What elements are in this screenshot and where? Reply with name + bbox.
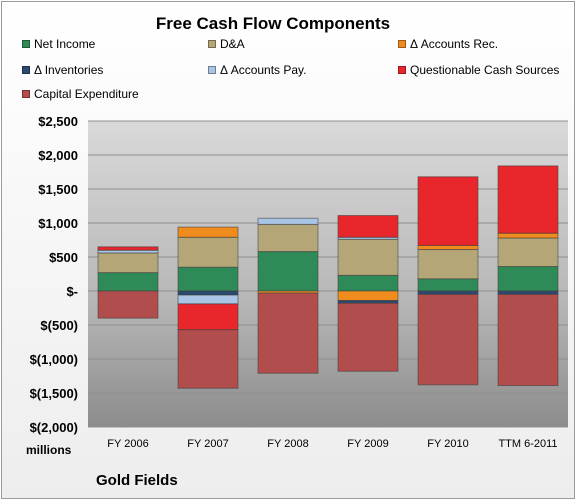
legend-item: Net Income	[22, 37, 95, 51]
bar-segment	[97, 290, 159, 319]
bar-segment	[497, 165, 559, 234]
y-tick-label: $(1,500)	[30, 386, 78, 401]
y-tick-label: $2,500	[38, 114, 78, 129]
legend-item: Capital Expenditure	[22, 87, 139, 101]
legend-swatch	[398, 66, 406, 74]
bar-segment	[417, 176, 479, 246]
x-tick-label: FY 2009	[347, 438, 388, 450]
legend-label: Δ Accounts Rec.	[410, 37, 499, 51]
bar-segment	[497, 232, 559, 239]
legend-swatch	[22, 40, 30, 48]
y-tick-label: $(500)	[40, 318, 78, 333]
legend-label: Δ Accounts Pay.	[220, 63, 307, 77]
legend-label: Δ Inventories	[34, 63, 104, 77]
bar-segment	[177, 226, 239, 238]
bar-segment	[177, 329, 239, 389]
bar-segment	[177, 303, 239, 331]
legend-swatch	[208, 66, 216, 74]
legend-label: Questionable Cash Sources	[410, 63, 560, 77]
legend-swatch	[208, 40, 216, 48]
bar-segment	[257, 251, 319, 292]
bar-segment	[497, 293, 559, 387]
bar-segment	[337, 238, 399, 276]
legend-item: Questionable Cash Sources	[398, 63, 559, 77]
x-tick-label: FY 2010	[427, 438, 468, 450]
y-tick-label: $(2,000)	[30, 420, 78, 435]
bar-segment	[337, 274, 399, 292]
bar-segment	[257, 217, 319, 225]
bar-segment	[257, 223, 319, 253]
bar-segment	[337, 215, 399, 238]
bar-segment	[497, 290, 559, 295]
bar-segment	[417, 290, 479, 295]
y-tick-label: $(1,000)	[30, 352, 78, 367]
bar-segment	[337, 290, 399, 302]
bar-segment	[177, 294, 239, 305]
x-tick-label: FY 2007	[187, 438, 228, 450]
bar-segment	[417, 244, 479, 251]
legend-label: D&A	[220, 37, 245, 51]
x-tick-label: FY 2006	[107, 438, 148, 450]
legend-item: Δ Inventories	[22, 63, 103, 77]
bar-segment	[497, 266, 559, 292]
y-tick-label: $500	[49, 250, 78, 265]
company-name: Gold Fields	[96, 472, 178, 489]
legend-swatch	[22, 90, 30, 98]
legend-item: Δ Accounts Rec.	[398, 37, 498, 51]
y-tick-label: $2,000	[38, 148, 78, 163]
y-tick-label: $1,500	[38, 182, 78, 197]
bar-segment	[417, 293, 479, 386]
bar-segment	[177, 290, 239, 296]
bar-segment	[97, 246, 159, 251]
y-tick-label: $-	[66, 284, 78, 299]
bar-segment	[97, 272, 159, 292]
bar-segment	[417, 249, 479, 280]
bar-segment	[497, 237, 559, 268]
y-tick-label: $1,000	[38, 216, 78, 231]
legend-label: Net Income	[34, 37, 96, 51]
x-tick-label: FY 2008	[267, 438, 308, 450]
bar-segment	[257, 292, 319, 374]
units-label: millions	[26, 443, 72, 457]
bar-segment	[177, 236, 239, 268]
legend-swatch	[22, 66, 30, 74]
x-tick-label: TTM 6-2011	[498, 438, 557, 450]
bar-segment	[177, 266, 239, 292]
bar-segment	[417, 278, 479, 292]
plot-area	[88, 121, 568, 427]
legend-label: Capital Expenditure	[34, 87, 139, 101]
legend-swatch	[398, 40, 406, 48]
bar-segment	[97, 252, 159, 274]
bar-segment	[337, 302, 399, 372]
legend-item: Δ Accounts Pay.	[208, 63, 307, 77]
legend-item: D&A	[208, 37, 245, 51]
chart-title: Free Cash Flow Components	[155, 14, 391, 33]
